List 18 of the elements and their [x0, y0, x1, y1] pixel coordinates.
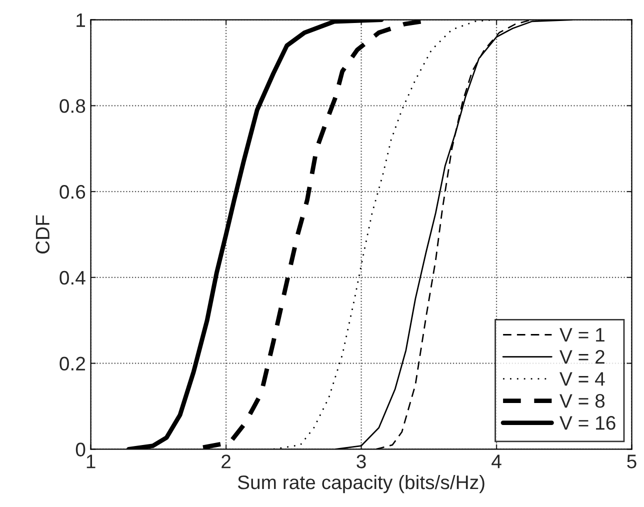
- y-tick-label: 0.2: [60, 356, 85, 371]
- y-axis-title: CDF: [36, 215, 50, 254]
- y-tick-label: 1: [76, 13, 85, 27]
- legend-label: V = 1: [560, 328, 604, 342]
- x-tick-label: 4: [492, 454, 502, 468]
- x-axis-title: Sum rate capacity (bits/s/Hz): [238, 474, 484, 494]
- x-tick-label: 1: [86, 454, 96, 468]
- legend-label: V = 2: [560, 350, 604, 364]
- legend-label: V = 4: [560, 372, 605, 386]
- y-tick-label: 0.6: [60, 185, 86, 199]
- x-tick-label: 5: [627, 454, 636, 468]
- legend-label: V = 8: [560, 394, 605, 408]
- legend-label: V = 16: [560, 416, 616, 430]
- y-tick-label: 0.4: [60, 270, 86, 285]
- x-tick-label: 2: [222, 454, 230, 468]
- y-tick-label: 0: [76, 442, 86, 456]
- x-tick-label: 3: [356, 454, 366, 468]
- y-tick-label: 0.8: [60, 99, 86, 113]
